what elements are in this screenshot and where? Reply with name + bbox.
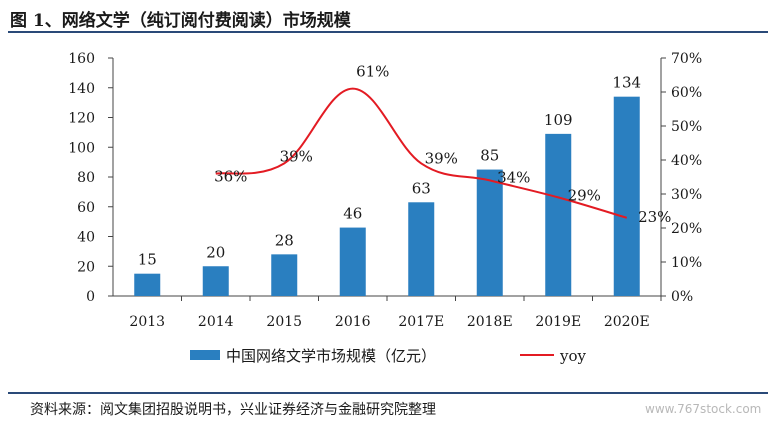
y-left-tick-label: 60 xyxy=(77,200,95,216)
y-right-tick-label: 40% xyxy=(671,153,702,169)
x-tick-label: 2014 xyxy=(198,314,234,330)
chart-title: 图 1、网络文学（纯订阅付费阅读）市场规模 xyxy=(10,11,351,31)
footer-rule xyxy=(8,392,768,394)
x-tick-label: 2015 xyxy=(266,314,302,330)
y-left-tick-label: 40 xyxy=(77,230,95,246)
bar xyxy=(271,254,298,296)
yoy-series xyxy=(215,87,628,219)
bar xyxy=(545,133,572,296)
bar xyxy=(408,202,435,296)
bar xyxy=(134,273,161,296)
x-tick-label: 2020E xyxy=(604,314,650,330)
y-right-tick-label: 0% xyxy=(671,289,693,305)
yoy-value-label: 34% xyxy=(497,168,530,186)
data-labels: 15 20 28 46 63 85 109 134 36% 39% 61% 39% 34% 29% 23% xyxy=(138,63,672,269)
bar-value-label: 109 xyxy=(544,111,573,129)
y-left-tick-label: 100 xyxy=(68,140,95,156)
x-tick-label: 2019E xyxy=(535,314,581,330)
bar-series xyxy=(134,96,640,296)
yoy-value-label: 61% xyxy=(356,63,389,81)
legend-bar-swatch xyxy=(190,350,220,360)
x-tick-label: 2017E xyxy=(398,314,444,330)
x-tick-label: 2016 xyxy=(335,314,371,330)
y-right-tick-label: 70% xyxy=(671,51,702,67)
yoy-value-label: 39% xyxy=(280,147,313,165)
y-right-tick-label: 10% xyxy=(671,255,702,271)
bar-value-label: 20 xyxy=(206,243,225,261)
bar-value-label: 46 xyxy=(343,205,362,223)
y-left-tick-label: 80 xyxy=(77,170,95,186)
y-left-tick-label: 120 xyxy=(68,111,95,127)
chart-axes: 0 20 40 60 80 100 120 140 160 0% 10% 20% 30% 40% 50% 60… xyxy=(68,51,702,330)
bar xyxy=(613,96,640,296)
x-tick-label: 2013 xyxy=(129,314,165,330)
yoy-value-label: 36% xyxy=(214,168,247,186)
y-right-tick-label: 60% xyxy=(671,85,702,101)
y-left-tick-label: 0 xyxy=(86,289,95,305)
y-right-tick-label: 50% xyxy=(671,119,702,135)
bar-value-label: 134 xyxy=(612,74,641,92)
bar-value-label: 28 xyxy=(275,231,294,249)
legend: 中国网络文学市场规模（亿元） yoy xyxy=(190,347,587,365)
yoy-value-label: 23% xyxy=(638,208,671,226)
y-right-tick-label: 20% xyxy=(671,221,702,237)
title-rule xyxy=(8,31,768,33)
bar xyxy=(339,227,366,296)
y-left-tick-label: 160 xyxy=(68,51,95,67)
yoy-line xyxy=(215,87,628,219)
source-note: 资料来源：阅文集团招股说明书，兴业证券经济与金融研究院整理 xyxy=(30,402,436,418)
y-right-tick-label: 30% xyxy=(671,187,702,203)
watermark: www.767stock.com xyxy=(645,402,762,416)
legend-bar-label: 中国网络文学市场规模（亿元） xyxy=(226,347,436,365)
y-left-tick-label: 140 xyxy=(68,81,95,97)
legend-line-label: yoy xyxy=(559,347,587,365)
yoy-value-label: 29% xyxy=(568,186,601,204)
y-left-tick-label: 20 xyxy=(77,259,95,275)
x-tick-label: 2018E xyxy=(467,314,513,330)
bar-value-label: 63 xyxy=(412,179,431,197)
bar xyxy=(202,266,229,296)
bar-value-label: 15 xyxy=(138,251,157,269)
yoy-value-label: 39% xyxy=(425,149,458,167)
bar-value-label: 85 xyxy=(480,147,499,165)
bar xyxy=(476,169,503,296)
